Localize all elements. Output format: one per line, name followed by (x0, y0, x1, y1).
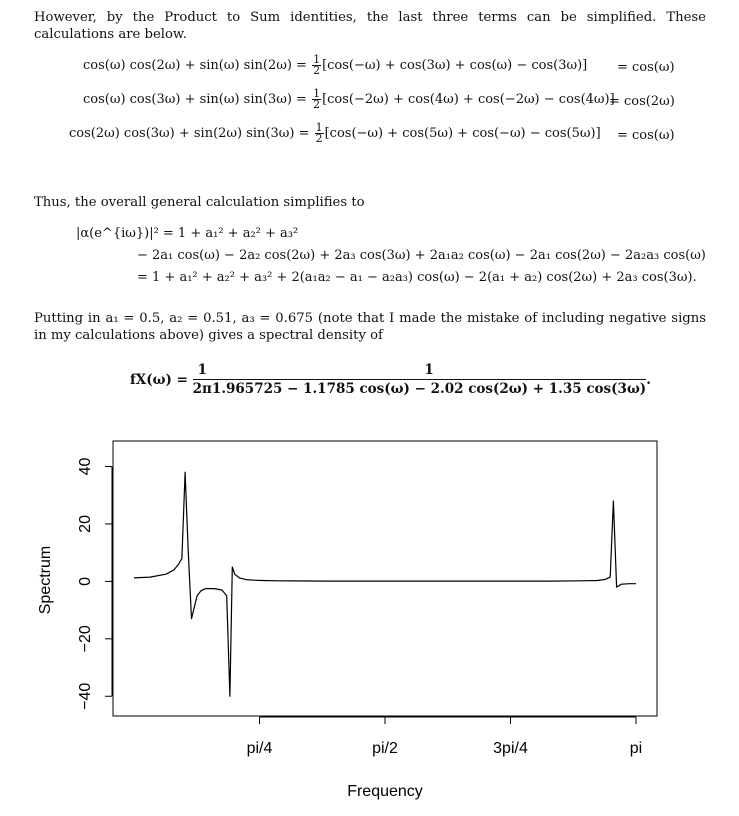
thus-paragraph: Thus, the overall general calculation si… (34, 195, 365, 210)
x-tick-label: pi/2 (372, 740, 398, 757)
y-tick-label: 0 (77, 577, 94, 586)
x-tick-label: 3pi/4 (493, 740, 528, 757)
y-axis-label: Spectrum (37, 546, 54, 614)
identity-3-result: = cos(ω) (617, 128, 675, 143)
identity-2-bracket: [cos(−2ω) + cos(4ω) + cos(−2ω) − cos(4ω)… (322, 92, 615, 107)
identity-3: cos(2ω) cos(3ω) + sin(2ω) sin(3ω) = 1 2 [c… (69, 121, 601, 145)
x-axis-label: Frequency (347, 783, 423, 800)
y-tick-label: −20 (77, 625, 94, 652)
y-tick-label: −40 (77, 683, 94, 710)
y-tick-label: 20 (77, 515, 94, 533)
density-fraction-1: 1 2π (192, 362, 212, 397)
x-tick-label: pi/4 (247, 740, 273, 757)
identity-2: cos(ω) cos(3ω) + sin(ω) sin(3ω) = 1 2 [cos… (83, 87, 615, 111)
identity-2-result: = cos(2ω) (609, 94, 675, 109)
general-line-3: = 1 + a₁² + a₂² + a₃² + 2(a₁a₂ − a₁ − a₂… (137, 270, 697, 285)
intro-paragraph: However, by the Product to Sum identitie… (34, 10, 706, 42)
identity-1-result: = cos(ω) (617, 60, 675, 75)
putting-paragraph: Putting in a₁ = 0.5, a₂ = 0.51, a₃ = 0.6… (34, 311, 706, 343)
identity-1-bracket: [cos(−ω) + cos(3ω) + cos(ω) − cos(3ω)] (322, 58, 588, 73)
x-tick-label: pi (630, 740, 642, 757)
identity-1-lhs: cos(ω) cos(2ω) + sin(ω) sin(2ω) = (83, 58, 307, 73)
general-line-2: − 2a₁ cos(ω) − 2a₂ cos(2ω) + 2a₃ cos(3ω)… (137, 248, 706, 263)
identity-2-lhs: cos(ω) cos(3ω) + sin(ω) sin(3ω) = (83, 92, 307, 107)
spectrum-line (133, 471, 636, 697)
density-lhs: fX(ω) = (130, 372, 188, 388)
y-tick-label: 40 (77, 457, 94, 475)
density-fraction-2: 1 1.965725 − 1.1785 cos(ω) − 2.02 cos(2ω)… (211, 362, 647, 397)
density-formula: fX(ω) = 1 2π 1 1.965725 − 1.1785 cos(ω) − 2… (130, 362, 651, 397)
identity-3-bracket: [cos(−ω) + cos(5ω) + cos(−ω) − cos(5ω)] (324, 126, 601, 141)
plot-frame (112, 440, 658, 717)
identity-1: cos(ω) cos(2ω) + sin(ω) sin(2ω) = 1 2 [cos… (83, 53, 588, 77)
general-line-1: |α(e^{iω})|² = 1 + a₁² + a₂² + a₃² (76, 226, 299, 241)
identity-3-lhs: cos(2ω) cos(3ω) + sin(2ω) sin(3ω) = (69, 126, 310, 141)
